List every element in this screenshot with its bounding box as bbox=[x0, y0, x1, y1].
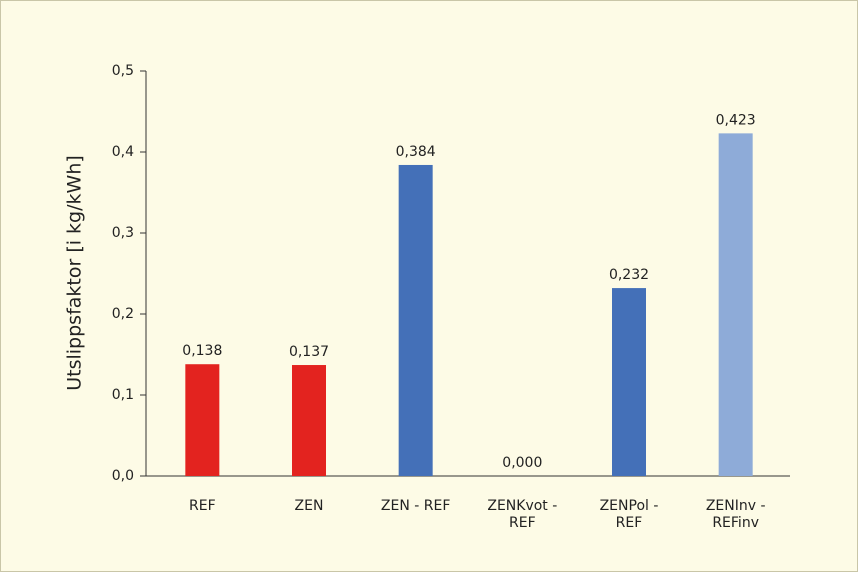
bar bbox=[612, 288, 646, 476]
bar bbox=[185, 364, 220, 476]
value-label: 0,138 bbox=[182, 343, 222, 359]
value-label: 0,000 bbox=[502, 455, 542, 471]
value-label: 0,384 bbox=[396, 144, 436, 160]
value-label: 0,232 bbox=[609, 267, 649, 283]
x-tick-label: ZEN - REF bbox=[381, 498, 451, 514]
y-tick-label: 0,0 bbox=[112, 468, 134, 484]
x-tick-label: ZENKvot -REF bbox=[487, 498, 557, 531]
x-tick-label: ZEN bbox=[295, 498, 324, 514]
bar bbox=[292, 365, 326, 476]
bar bbox=[398, 164, 433, 476]
value-label: 0,423 bbox=[716, 112, 756, 128]
y-tick-label: 0,5 bbox=[112, 63, 134, 79]
y-tick-label: 0,1 bbox=[112, 387, 134, 403]
y-axis-label: Utslippsfaktor [i kg/kWh] bbox=[64, 155, 86, 391]
bar bbox=[718, 133, 753, 476]
x-tick-label: ZENInv -REFinv bbox=[706, 498, 766, 531]
y-tick-label: 0,4 bbox=[112, 144, 134, 160]
y-tick-label: 0,2 bbox=[112, 306, 134, 322]
x-tick-label: ZENPol -REF bbox=[600, 498, 659, 531]
value-label: 0,137 bbox=[289, 344, 329, 360]
y-tick-label: 0,3 bbox=[112, 225, 134, 241]
x-tick-label: REF bbox=[189, 498, 216, 514]
